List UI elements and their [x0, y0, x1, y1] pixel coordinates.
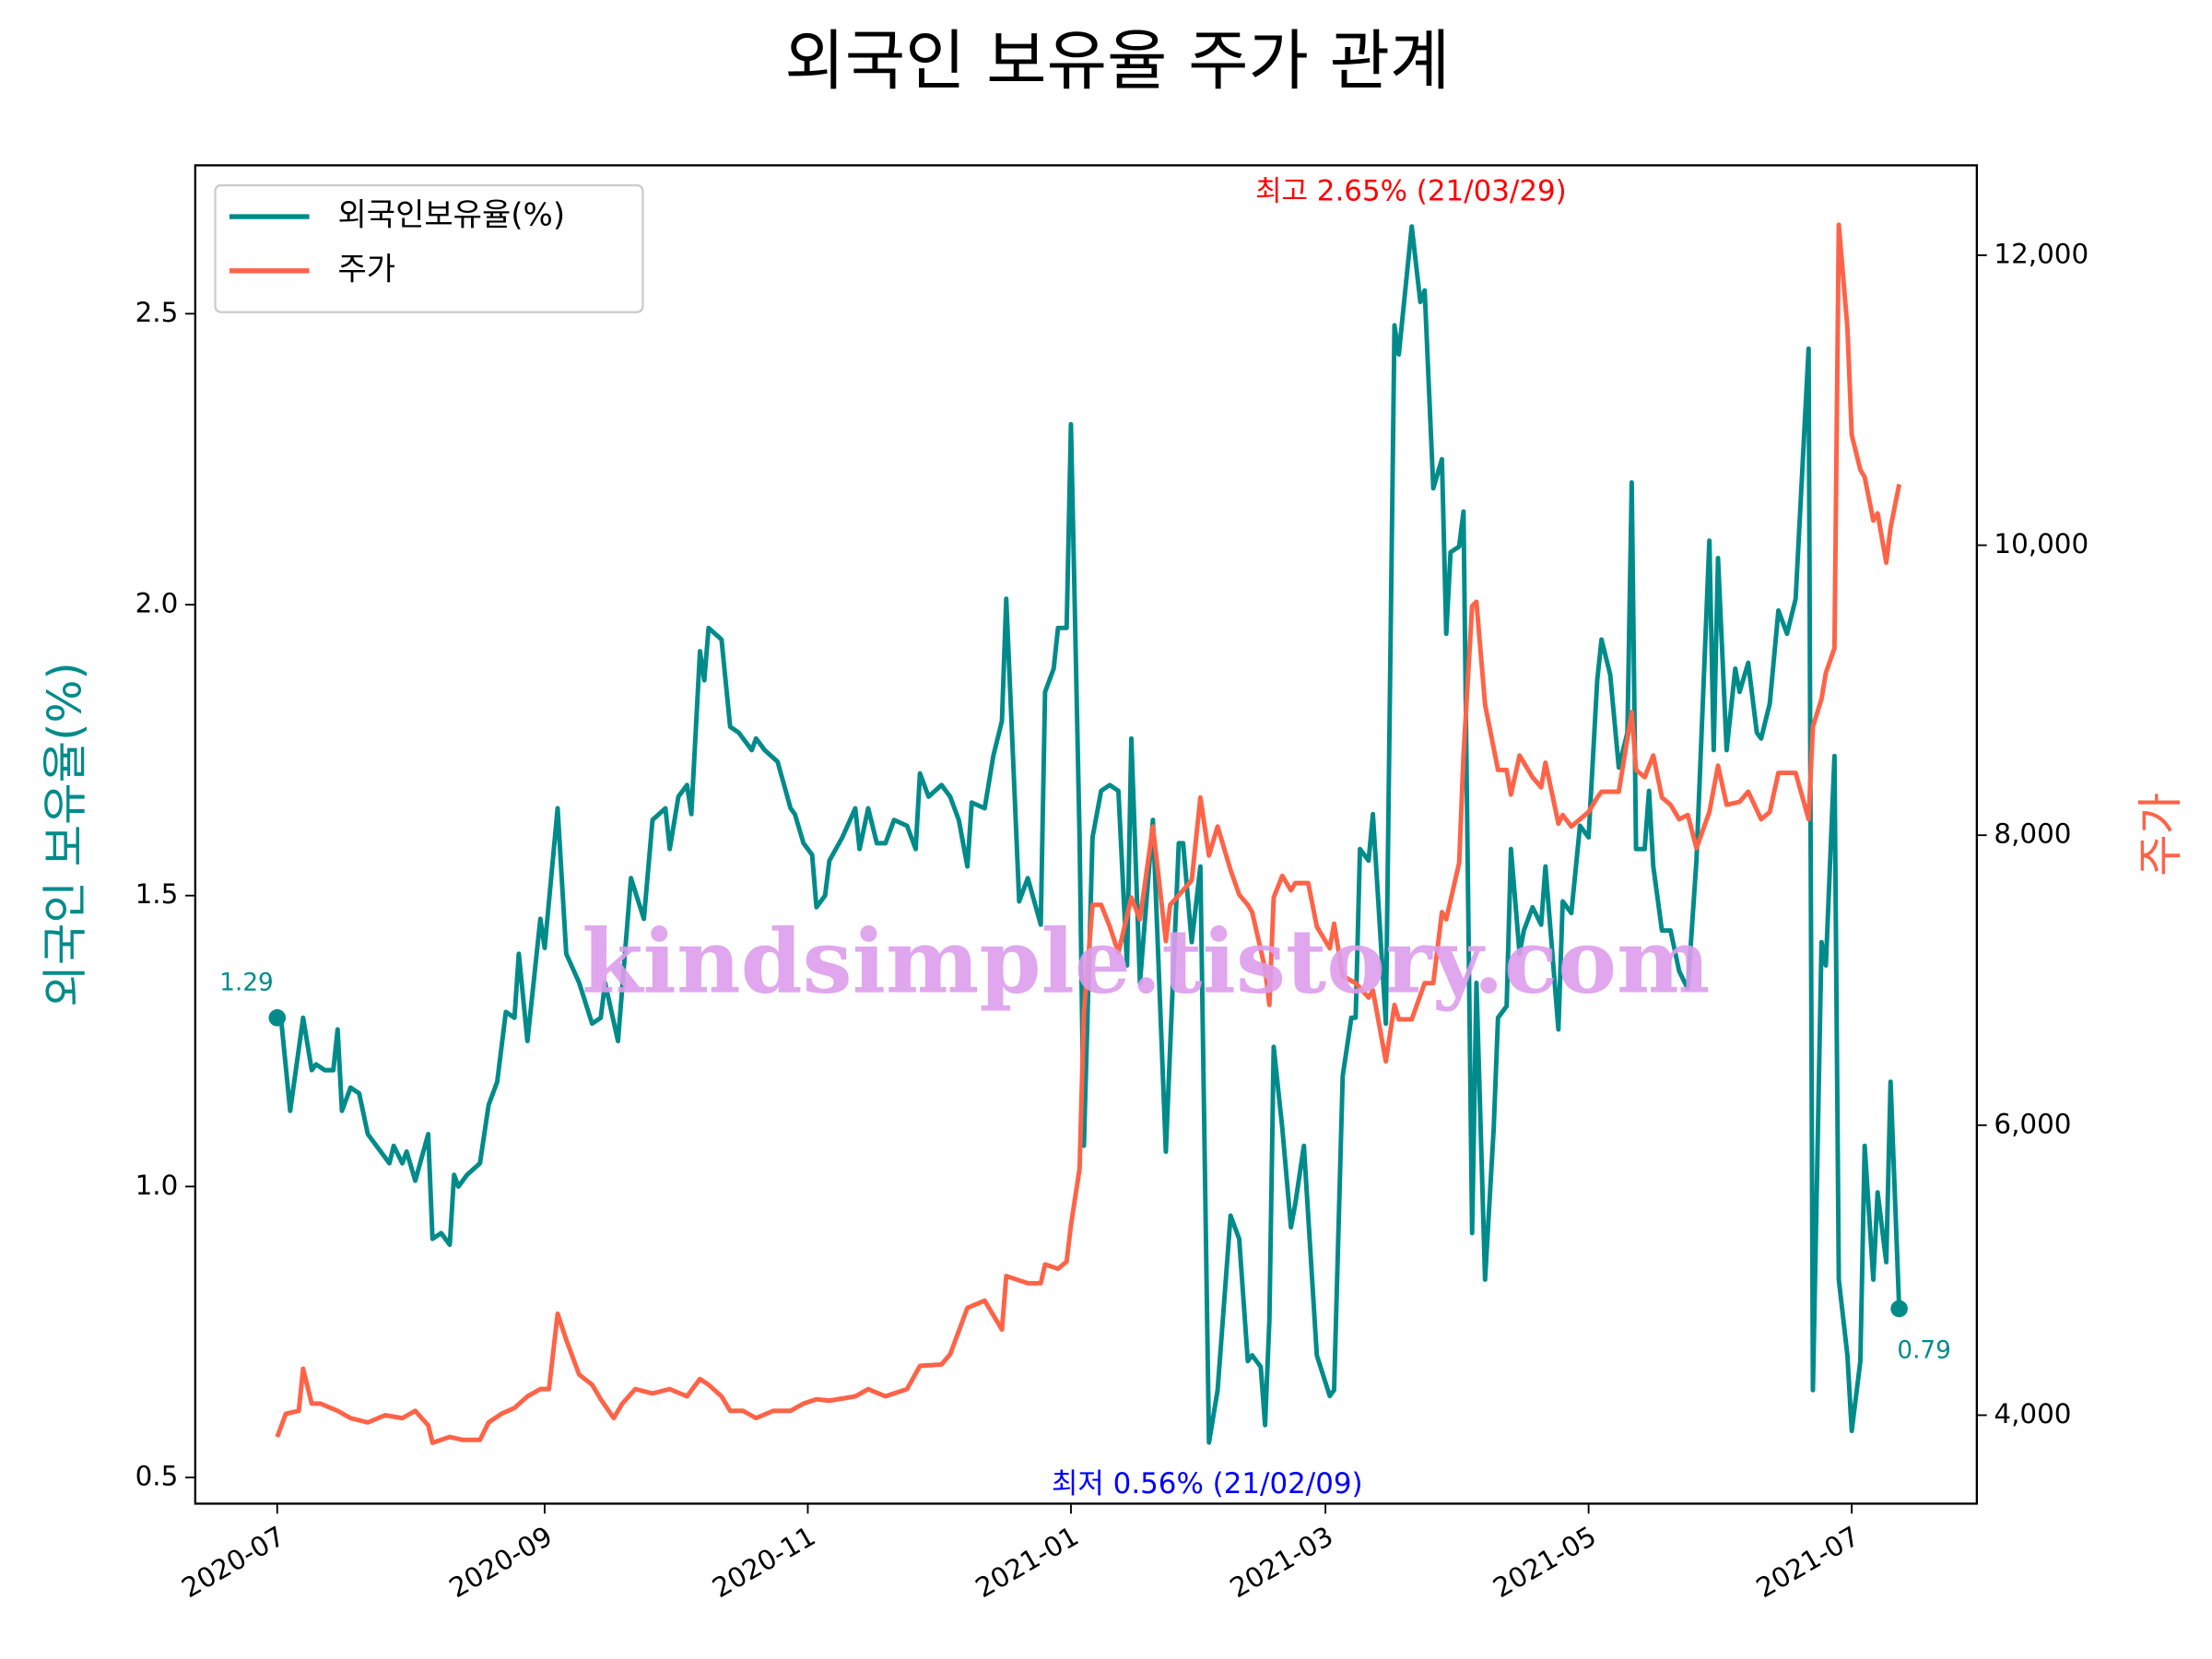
point-marker: [268, 1009, 287, 1027]
legend-box: [214, 183, 644, 313]
y-tick-label: 2.5: [135, 297, 179, 328]
series-line: [275, 224, 1902, 1445]
watermark: kindsimple.tistory.com: [582, 909, 1710, 1013]
legend-label: 외국인보유율(%): [337, 197, 565, 234]
y-tick-label: 1.5: [135, 878, 179, 910]
y2-axis-label: 주가: [2134, 793, 2187, 877]
series-line: [275, 222, 1902, 1445]
annotation: 0.79: [1897, 1336, 1950, 1364]
y-tick-label: 0.5: [135, 1461, 179, 1492]
y2-tick-label: 6,000: [1994, 1108, 2071, 1139]
plot-frame: [194, 164, 1979, 1505]
annotation: 최저 0.56% (21/02/09): [1052, 1467, 1363, 1500]
y2-tick-label: 12,000: [1994, 238, 2088, 269]
point-marker: [1890, 1300, 1908, 1318]
y-tick-label: 1.0: [135, 1170, 179, 1201]
y2-tick-label: 8,000: [1994, 818, 2071, 850]
y-axis-label: 외국인 보유율(%): [39, 662, 92, 1006]
y2-tick-label: 10,000: [1994, 528, 2088, 559]
annotation: 최고 2.65% (21/03/29): [1255, 174, 1567, 207]
chart-title: 외국인 보유율 주가 관계: [784, 23, 1450, 100]
legend-label: 주가: [337, 251, 395, 288]
legend: 외국인보유율(%) 주가: [214, 183, 644, 313]
y-tick-label: 2.0: [135, 588, 179, 619]
y2-tick-label: 4,000: [1994, 1398, 2071, 1430]
annotation: 1.29: [219, 970, 273, 997]
